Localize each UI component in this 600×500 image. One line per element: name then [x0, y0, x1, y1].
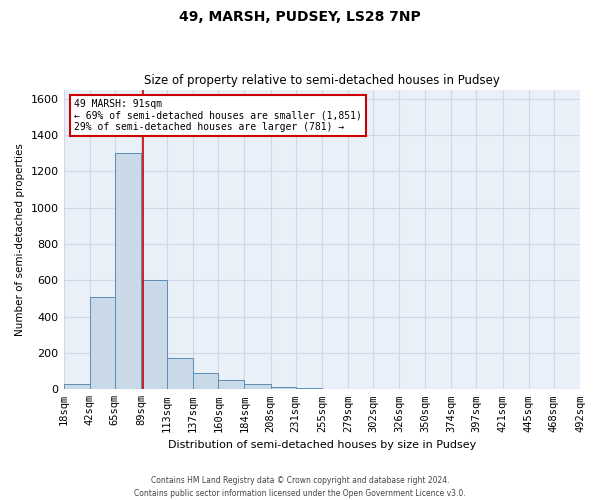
Bar	[322, 389, 348, 390]
Bar	[115, 153, 141, 390]
Bar	[244, 384, 271, 390]
Bar	[193, 373, 218, 390]
Bar	[141, 280, 167, 390]
Text: Contains HM Land Registry data © Crown copyright and database right 2024.
Contai: Contains HM Land Registry data © Crown c…	[134, 476, 466, 498]
Bar	[296, 388, 322, 390]
Bar	[218, 380, 244, 390]
Text: 49 MARSH: 91sqm
← 69% of semi-detached houses are smaller (1,851)
29% of semi-de: 49 MARSH: 91sqm ← 69% of semi-detached h…	[74, 98, 362, 132]
Y-axis label: Number of semi-detached properties: Number of semi-detached properties	[15, 143, 25, 336]
X-axis label: Distribution of semi-detached houses by size in Pudsey: Distribution of semi-detached houses by …	[167, 440, 476, 450]
Text: 49, MARSH, PUDSEY, LS28 7NP: 49, MARSH, PUDSEY, LS28 7NP	[179, 10, 421, 24]
Bar	[271, 388, 296, 390]
Bar	[89, 296, 115, 390]
Title: Size of property relative to semi-detached houses in Pudsey: Size of property relative to semi-detach…	[144, 74, 500, 87]
Bar	[167, 358, 193, 390]
Bar	[64, 384, 89, 390]
